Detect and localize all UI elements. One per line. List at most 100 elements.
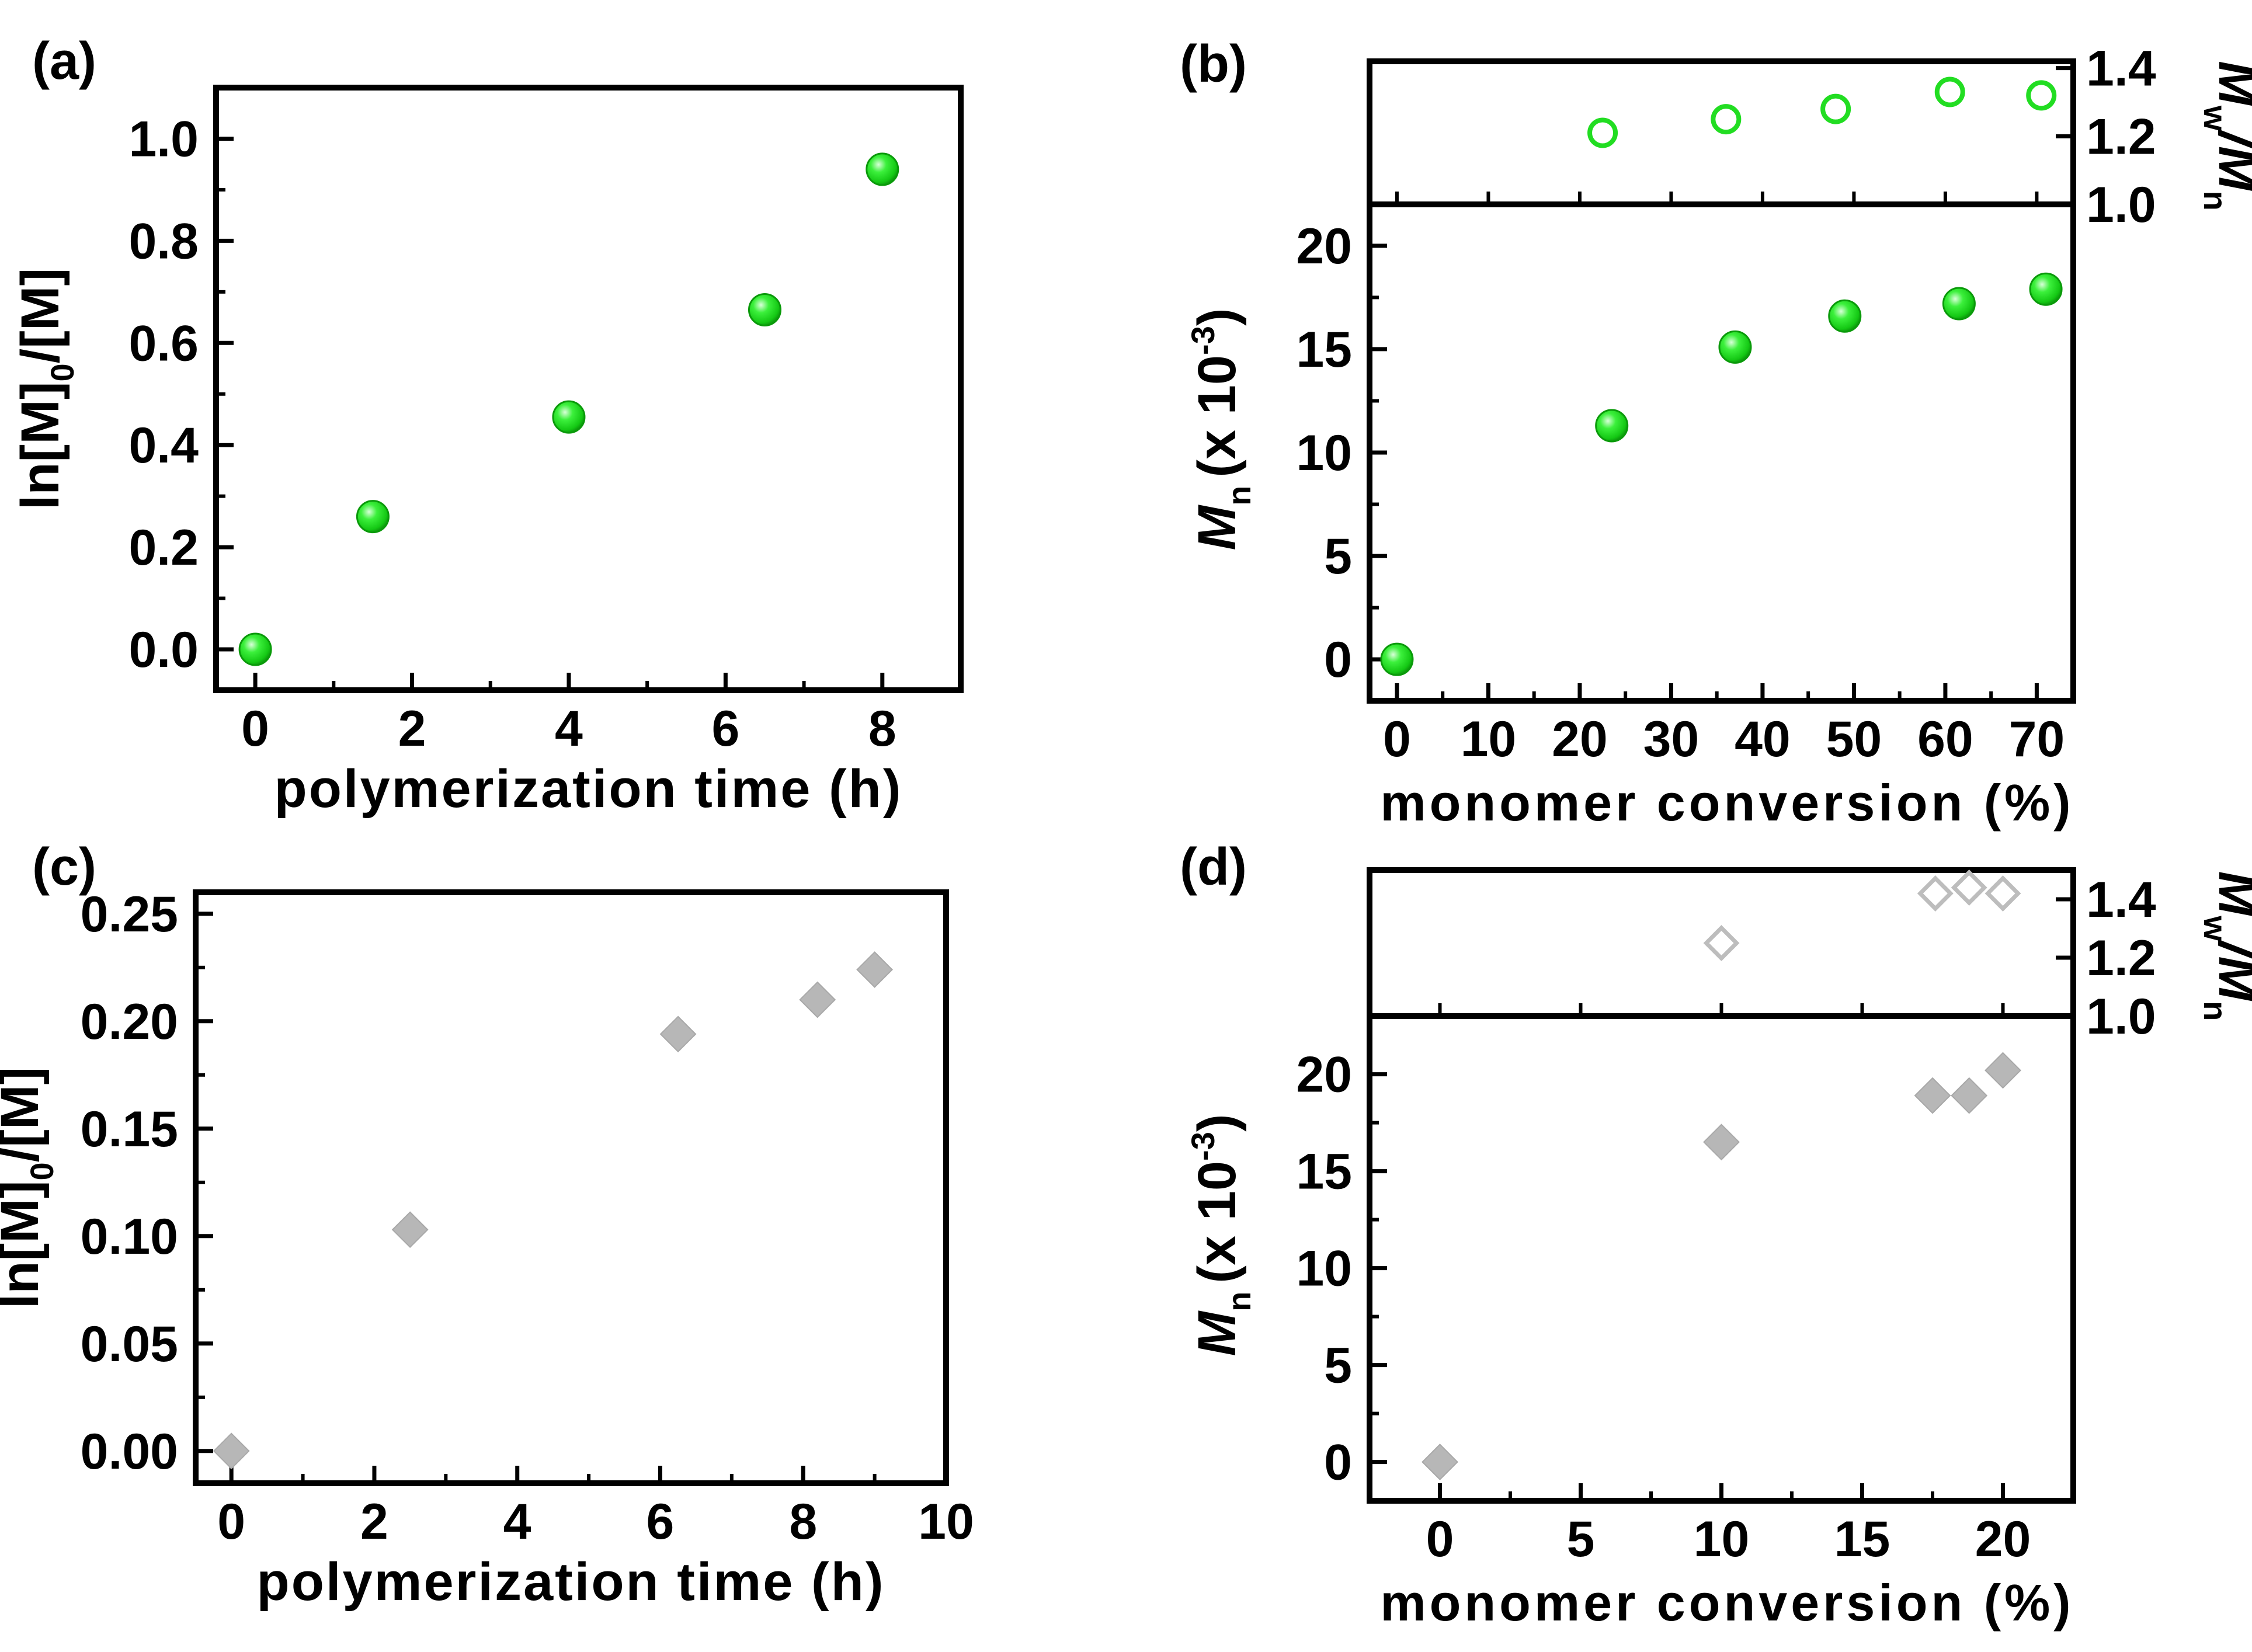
y-tick-label: 0	[1324, 1435, 1352, 1491]
right-y-tick-label: 1.2	[2086, 109, 2156, 165]
data-point	[391, 1211, 429, 1248]
data-point-mn	[1595, 409, 1629, 443]
data-point-pdi	[1820, 93, 1851, 124]
y-tick-label: 10	[1296, 1241, 1352, 1297]
data-point	[213, 1432, 250, 1470]
data-point	[659, 1015, 697, 1053]
x-tick-label: 60	[1917, 711, 1973, 767]
panel-a: (a) 0 2 4 6 8 0.0 0.2 0.4 0.6 0.8 1.0 polymerization…	[11, 32, 964, 819]
data-point	[552, 400, 586, 434]
data-point-pdi	[2026, 80, 2057, 111]
y-label-sub-n: n	[1221, 486, 1257, 506]
panel-d: (d) 0 5 10 15 20 0 5 10 15 20 1.01.21.4 monomer conv…	[1180, 838, 2252, 1632]
data-point-mn	[1985, 1052, 2021, 1089]
x-tick-label: 0	[241, 701, 269, 757]
data-point-pdi	[1711, 104, 1742, 135]
pdi-sub-w: w	[2197, 915, 2234, 941]
x-tick-label: 30	[1643, 711, 1700, 767]
x-axis-label: monomer conversion (%)	[1380, 1574, 2074, 1632]
data-point-mn	[1951, 1077, 1988, 1114]
plot-frame	[213, 85, 964, 693]
panel-label: (c)	[32, 838, 96, 896]
x-tick-label: 2	[360, 1494, 388, 1550]
pdi-slash-M: /M	[2208, 939, 2252, 1003]
y-label-scale: (x 10	[1187, 355, 1247, 478]
right-y-tick-label: 1.4	[2086, 872, 2156, 928]
y-tick-label: 5	[1324, 1338, 1352, 1394]
y-tick-label: 0.00	[81, 1424, 178, 1480]
y-tick-label: 0.8	[128, 213, 199, 269]
y-label-sub-n: n	[1221, 1292, 1257, 1312]
x-tick-label: 10	[918, 1494, 974, 1550]
x-tick-label: 70	[2009, 711, 2065, 767]
data-point-mn	[1718, 330, 1752, 364]
y-tick-label: 0.2	[128, 520, 199, 576]
pdi-M: M	[2208, 61, 2252, 107]
plot-frame	[1367, 867, 2076, 1504]
y-label-main: ln[M]	[11, 381, 70, 510]
data-point	[238, 632, 272, 666]
panel-label: (d)	[1180, 838, 1247, 896]
pdi-sub-w: w	[2197, 105, 2234, 131]
y-axis-label-pdi: Mw/Mn	[2197, 871, 2252, 1021]
data-point	[748, 293, 781, 326]
y-label-exponent: -3	[1184, 1132, 1221, 1161]
data-point-mn	[1703, 1124, 1740, 1161]
y-label-subscript: 0	[23, 1162, 60, 1180]
data-point-pdi	[1951, 870, 1987, 906]
y-tick-label: 1.0	[128, 111, 199, 167]
y-label-rest: /[M]	[0, 1067, 50, 1162]
y-tick-label: 10	[1296, 425, 1352, 481]
x-tick-label: 6	[647, 1494, 675, 1550]
y-tick-label: 15	[1296, 1144, 1352, 1200]
y-label-M: M	[1187, 505, 1247, 551]
data-point-pdi	[1985, 875, 2021, 912]
y-tick-label: 0.6	[128, 315, 199, 371]
data-point-pdi	[1587, 117, 1618, 148]
y-tick-label: 5	[1324, 528, 1352, 585]
data-point-mn	[1942, 287, 1976, 321]
right-y-tick-label: 1.2	[2086, 930, 2156, 986]
pdi-sub-n: n	[2197, 1001, 2234, 1021]
panel-label: (a)	[32, 32, 96, 91]
y-tick-label: 0.25	[81, 886, 178, 942]
panel-c: (c) 0 2 4 6 8 10 0.00 0.05 0.10 0.15 0.20 0.25 polyme…	[0, 838, 974, 1612]
x-tick-label: 4	[503, 1494, 531, 1550]
y-tick-label: 20	[1296, 1047, 1352, 1103]
y-tick-label: 0.4	[128, 418, 199, 474]
right-y-tick-label: 1.4	[2086, 41, 2156, 97]
y-axis-label: ln[M]0/[M]	[11, 268, 81, 510]
y-label-rest: /[M]	[11, 268, 70, 363]
y-label-M: M	[1187, 1310, 1247, 1357]
y-label-main: ln[M]	[0, 1180, 50, 1309]
x-axis-label: monomer conversion (%)	[1380, 774, 2074, 832]
x-tick-label: 50	[1826, 711, 1882, 767]
pdi-M: M	[2208, 871, 2252, 917]
plot-frame	[193, 889, 949, 1486]
data-point-pdi	[1703, 925, 1740, 961]
y-label-close: )	[1187, 1114, 1247, 1132]
data-point	[799, 981, 836, 1018]
data-point-pdi	[1917, 875, 1954, 912]
data-point-mn	[1380, 642, 1414, 676]
x-axis-label: polymerization time (h)	[274, 759, 903, 819]
x-tick-label: 0	[1383, 711, 1411, 767]
x-tick-label: 6	[711, 701, 739, 757]
x-tick-label: 0	[217, 1494, 245, 1550]
panel-label: (b)	[1180, 35, 1247, 93]
x-tick-label: 4	[555, 701, 583, 757]
y-tick-label: 0.15	[81, 1101, 178, 1157]
y-axis-label: ln[M]0/[M]	[0, 1067, 60, 1309]
data-point	[356, 500, 390, 534]
plot-frame	[1367, 58, 2076, 704]
y-tick-label: 0.0	[128, 622, 199, 678]
x-tick-label: 10	[1694, 1511, 1750, 1567]
x-tick-label: 2	[398, 701, 426, 757]
data-point	[856, 951, 894, 988]
y-label-exponent: -3	[1184, 326, 1221, 355]
x-tick-label: 20	[1552, 711, 1608, 767]
y-label-close: )	[1187, 308, 1247, 326]
data-point-mn	[1828, 299, 1862, 333]
